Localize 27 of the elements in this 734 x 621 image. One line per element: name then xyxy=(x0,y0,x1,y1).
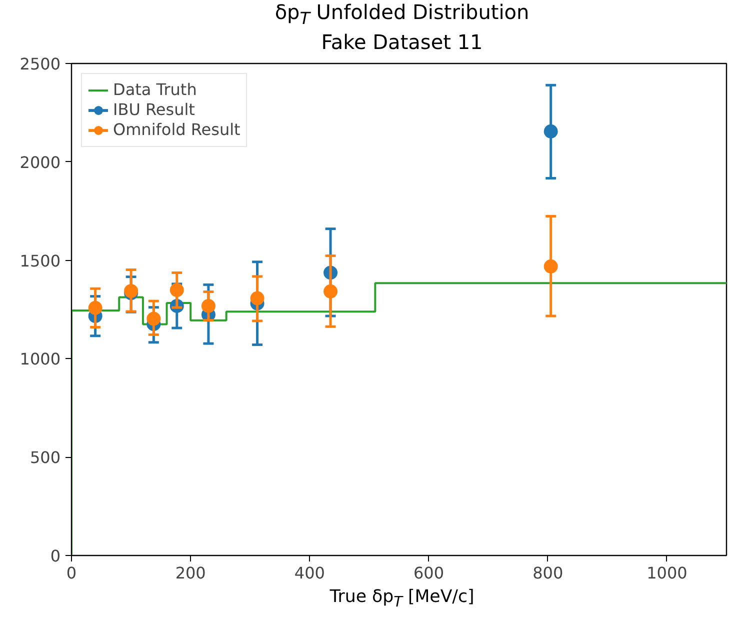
y-tick-label: 1500 xyxy=(20,251,60,270)
legend-label: IBU Result xyxy=(113,100,195,120)
legend-label: Omnifold Result xyxy=(113,120,240,140)
y-tick-label: 500 xyxy=(30,448,61,467)
y-tick-label: 2000 xyxy=(20,152,60,172)
y-tick-label: 1000 xyxy=(20,350,60,369)
x-tick-label: 1000 xyxy=(646,563,688,582)
y-tick-label: 2500 xyxy=(20,54,60,74)
point xyxy=(124,284,138,298)
point xyxy=(250,291,264,306)
x-tick-label: 800 xyxy=(532,563,564,582)
point xyxy=(324,284,338,298)
x-tick-label: 600 xyxy=(414,563,444,582)
legend-label: Data Truth xyxy=(113,80,197,100)
x-tick-label: 200 xyxy=(175,563,206,582)
x-tick-label: 0 xyxy=(66,563,77,582)
point xyxy=(544,259,558,274)
point xyxy=(146,312,161,326)
point xyxy=(88,300,102,315)
x-tick-label: 400 xyxy=(294,563,325,582)
y-tick-label: 0 xyxy=(50,546,61,566)
point xyxy=(201,298,216,313)
chart-title: δp$_{T}$ Unfolded Distribution xyxy=(274,0,530,28)
point xyxy=(544,124,558,138)
point xyxy=(170,282,184,297)
x-axis-title: True δp$_{T}$ [MeV/c] xyxy=(330,586,474,612)
chart-subtitle: Fake Dataset 11 xyxy=(321,30,483,54)
